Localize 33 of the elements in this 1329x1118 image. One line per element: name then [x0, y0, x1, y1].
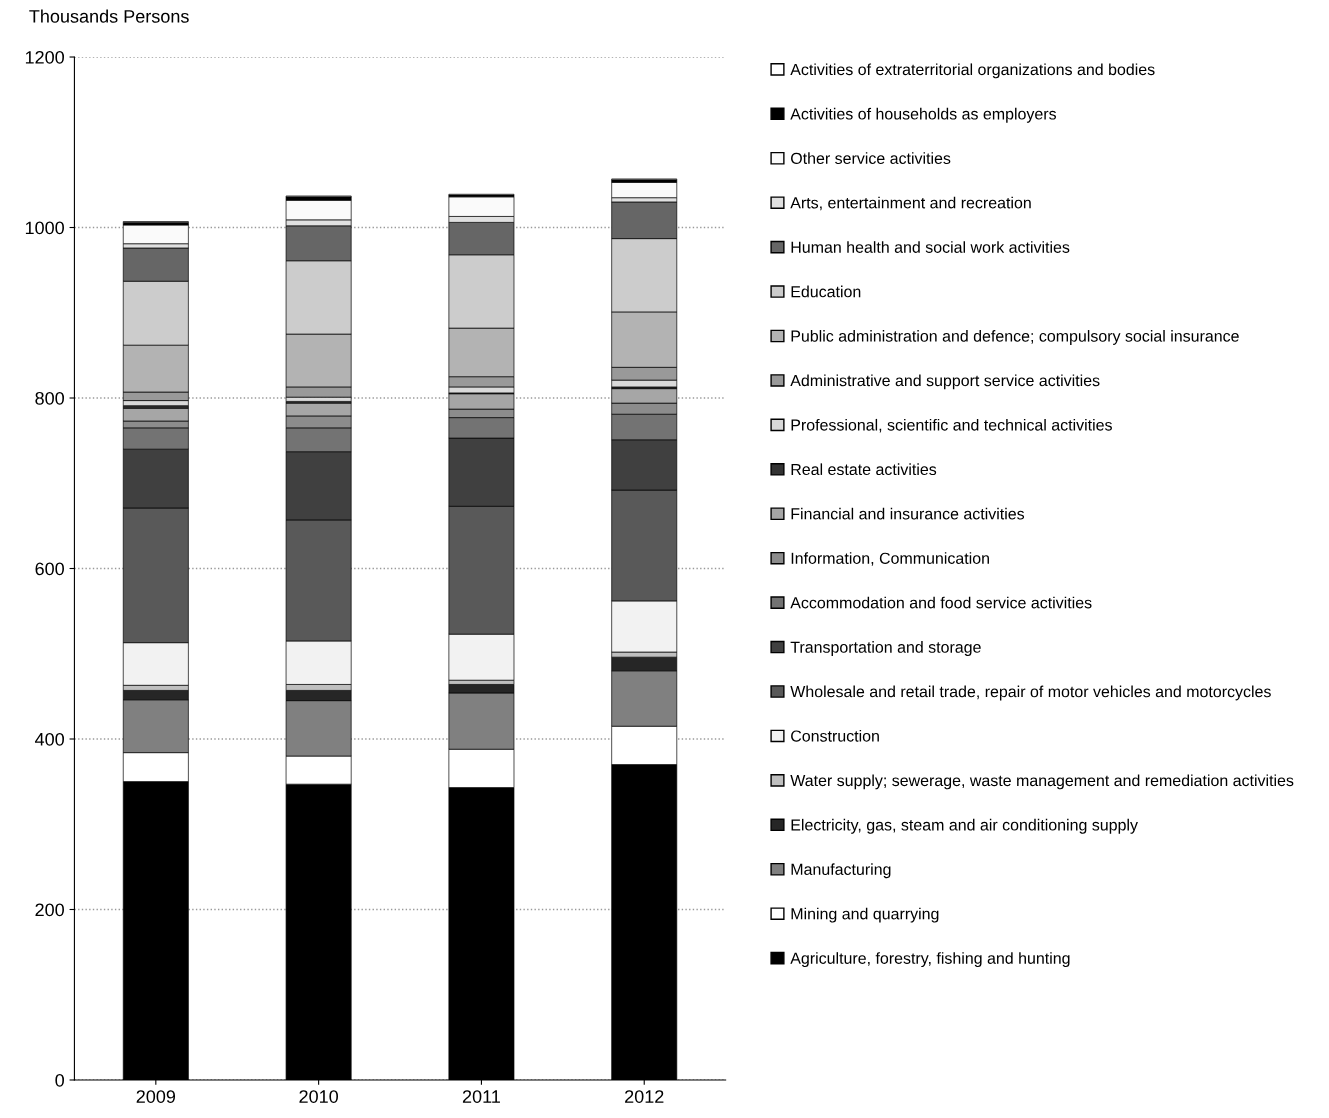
legend-label: Construction	[791, 729, 879, 742]
legend-label: Accommodation and food service activities	[790, 596, 1092, 609]
y-tick-label: 600	[35, 562, 64, 576]
legend-label: Public administration and defence; compulsory social insurance	[791, 330, 1239, 345]
legend-label: Other service activities	[791, 152, 951, 165]
legend-label: Water supply; sewerage, waste management and remediation activities	[790, 774, 1294, 790]
legend-label: Professional, scientific and technical activities	[791, 418, 1112, 433]
legend-label: Real estate activities	[791, 463, 937, 476]
y-tick-label: 800	[35, 391, 64, 405]
y-tick-label: 1000	[25, 221, 64, 235]
legend-label: Transportation and storage	[790, 641, 981, 656]
legend-label: Activities of households as employers	[790, 107, 1057, 123]
legend-label: Administrative and support service activities	[790, 374, 1100, 390]
y-tick-label: 200	[35, 903, 64, 917]
legend-label: Mining and quarrying	[791, 907, 939, 923]
legend-label: Education	[791, 285, 861, 298]
legend-label: Human health and social work activities	[791, 241, 1070, 253]
legend-label: Activities of extraterritorial organizations and bodies	[790, 63, 1155, 79]
legend-label: Agriculture, forestry, fishing and hunting	[790, 952, 1070, 968]
legend-label: Arts, entertainment and recreation	[790, 196, 1031, 211]
legend-label: Financial and insurance activities	[791, 507, 1025, 520]
x-tick-label: 2010	[299, 1090, 339, 1103]
x-tick-label: 2009	[136, 1090, 176, 1103]
x-tick-label: 2011	[462, 1090, 500, 1103]
y-tick-label: 0	[55, 1073, 64, 1087]
y-axis-title: Thousands Persons	[29, 9, 189, 23]
y-tick-label: 1200	[25, 50, 64, 64]
legend-label: Information, Communication	[791, 552, 989, 566]
legend-label: Wholesale and retail trade, repair of motor vehicles and motorcycles	[790, 685, 1271, 701]
y-tick-label: 400	[34, 732, 64, 746]
legend-label: Electricity, gas, steam and air conditioning supply	[791, 818, 1138, 834]
legend-label: Manufacturing	[791, 863, 891, 879]
x-tick-label: 2012	[625, 1090, 664, 1103]
